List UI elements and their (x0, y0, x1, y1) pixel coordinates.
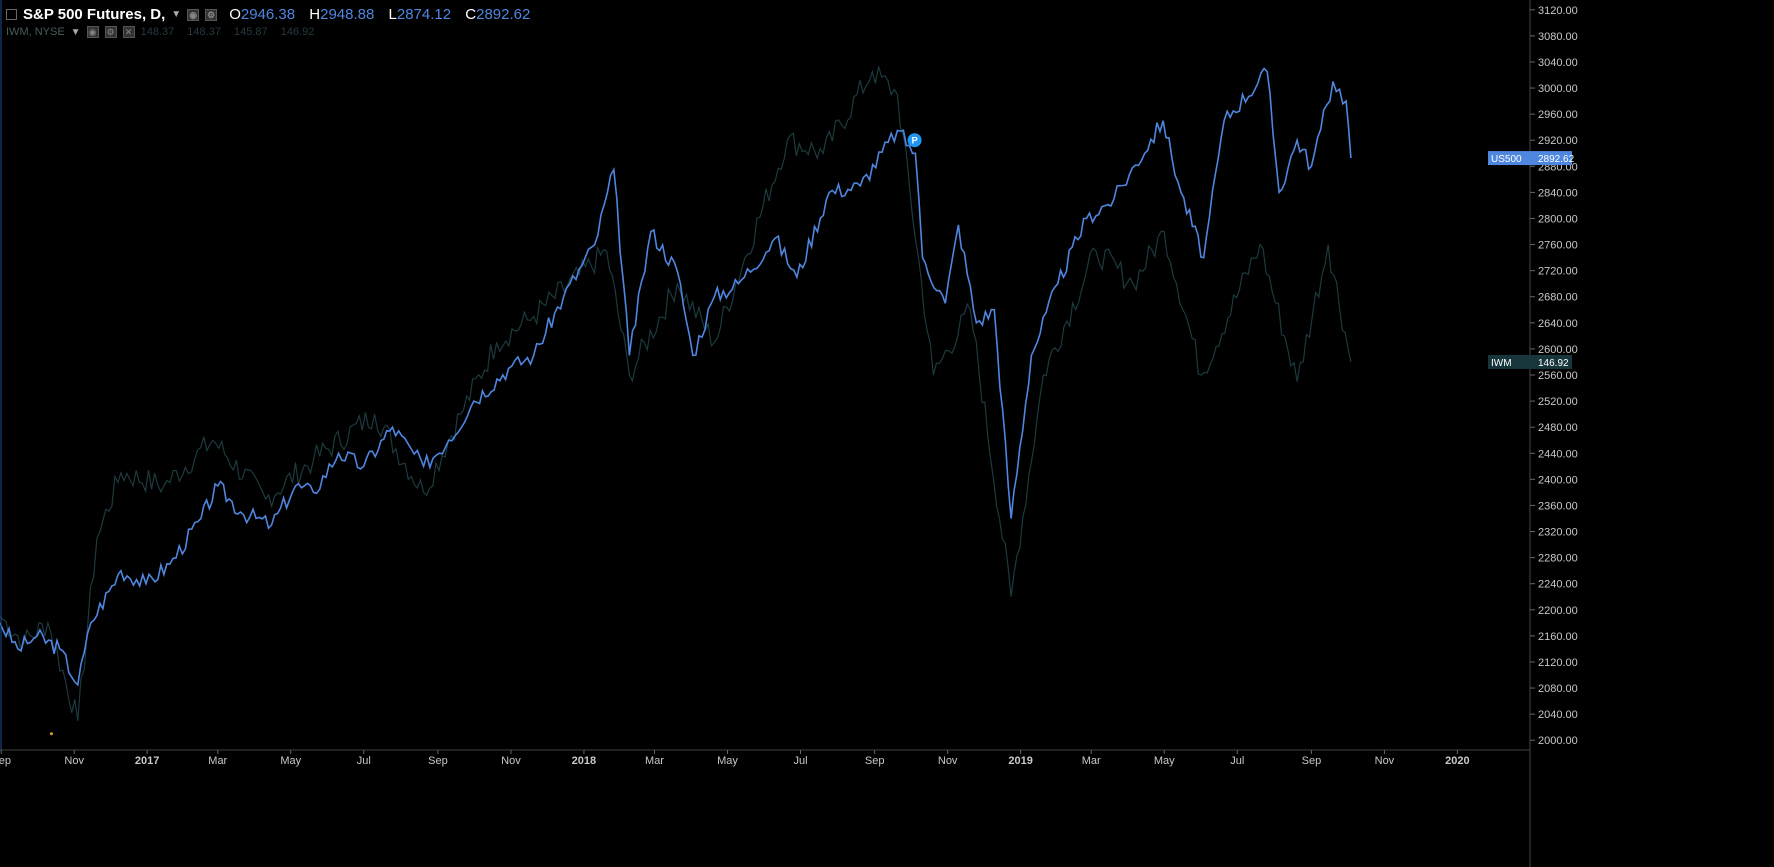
price-tick-label: 2720.00 (1538, 266, 1578, 278)
price-tick-label: 2480.00 (1538, 422, 1578, 434)
secondary-high: 148.37 (187, 26, 221, 38)
price-tick-label: 2160.00 (1538, 631, 1578, 643)
price-tag-iwm-name: IWM (1491, 358, 1512, 369)
price-tick-label: 2240.00 (1538, 579, 1578, 591)
price-tags: US500 2892.62 IWM 146.92 (1488, 151, 1575, 369)
open-label: O (229, 6, 241, 23)
eye-icon[interactable]: ◉ (187, 8, 200, 21)
time-tick-label: 2018 (572, 755, 596, 767)
secondary-close: 146.92 (280, 26, 315, 38)
time-tick-label: Nov (1375, 755, 1395, 767)
time-tick-label: Sep (0, 755, 11, 767)
event-marker-label[interactable]: P (912, 136, 918, 146)
price-tick-label: 3000.00 (1538, 83, 1578, 95)
secondary-low: 145.87 (234, 26, 268, 38)
time-tick-label: Sep (428, 755, 448, 767)
time-tick-label: Mar (1082, 755, 1101, 767)
time-tick-label: May (717, 755, 738, 767)
time-tick-label: Mar (208, 755, 227, 767)
time-tick-label: 2017 (135, 755, 159, 767)
price-tick-label: 2600.00 (1538, 344, 1578, 356)
price-tick-label: 2040.00 (1538, 709, 1578, 721)
time-tick-label: Nov (64, 755, 84, 767)
time-axis[interactable]: Sep Nov 2017 Mar May Jul Sep Nov 2018 Mar May Jul Se… (0, 0, 1530, 767)
time-tick-label: May (1154, 755, 1175, 767)
price-tick-label: 2120.00 (1538, 657, 1578, 669)
price-tick-label: 2920.00 (1538, 135, 1578, 147)
secondary-open: 148.37 (140, 26, 175, 38)
price-tick-label: 2200.00 (1538, 605, 1578, 617)
high-value: 2948.88 (320, 6, 375, 23)
eye-icon[interactable]: ◉ (86, 26, 99, 38)
main-series-legend: S&P 500 Futures, D, ▼ ◉ ⚙ O2946.38 H2948… (6, 6, 540, 23)
time-tick-label: 2020 (1445, 755, 1469, 767)
orange-dot (49, 732, 53, 736)
price-tick-label: 3040.00 (1538, 57, 1578, 69)
series-line-iwm (0, 66, 1352, 721)
price-tag-us500-box (1488, 151, 1572, 166)
time-tick-label: Sep (1302, 755, 1322, 767)
price-tick-label: 2680.00 (1538, 292, 1578, 304)
price-tag-iwm: IWM 146.92 (1488, 354, 1572, 369)
low-label: L (388, 6, 397, 23)
close-label: C (465, 6, 477, 23)
chart-legend: S&P 500 Futures, D, ▼ ◉ ⚙ O2946.38 H2948… (6, 6, 540, 38)
price-tick-label: 3120.00 (1538, 5, 1578, 17)
time-tick-label: Jul (357, 755, 371, 767)
price-tag-us500-value: 2892.62 (1538, 154, 1575, 165)
series-line-us500 (0, 67, 1352, 687)
price-tick-label: 2280.00 (1538, 553, 1578, 565)
collapse-toggle-icon[interactable] (6, 9, 17, 20)
price-axis[interactable]: 2000.00 2040.00 2080.00 2120.00 2160.00 2200.… (1529, 0, 1578, 867)
price-tick-label: 2640.00 (1538, 318, 1578, 330)
series-layer: P (0, 66, 1352, 736)
price-tick-label: 2360.00 (1538, 500, 1578, 512)
price-tick-label: 3080.00 (1538, 31, 1578, 43)
price-tick-label: 2560.00 (1538, 370, 1578, 382)
price-tick-label: 2000.00 (1538, 735, 1578, 747)
close-icon[interactable]: ✕ (122, 26, 135, 38)
price-tick-label: 2400.00 (1538, 474, 1578, 486)
event-marker[interactable] (907, 133, 922, 148)
time-tick-label: Nov (938, 755, 958, 767)
price-tick-label: 2440.00 (1538, 448, 1578, 460)
price-tick-label: 2320.00 (1538, 527, 1578, 539)
chevron-down-icon[interactable]: ▼ (70, 26, 81, 38)
time-tick-label: Sep (865, 755, 885, 767)
price-tag-iwm-value: 146.92 (1538, 358, 1569, 369)
price-tick-label: 2080.00 (1538, 683, 1578, 695)
time-tick-label: 2019 (1008, 755, 1032, 767)
time-tick-label: Nov (501, 755, 521, 767)
low-value: 2874.12 (396, 6, 452, 23)
secondary-values: 148.37 148.37 145.87 146.92 (141, 26, 325, 38)
chevron-down-icon[interactable]: ▼ (171, 9, 182, 20)
price-tick-label: 2760.00 (1538, 240, 1578, 252)
price-tag-us500: US500 2892.62 (1488, 151, 1575, 166)
secondary-series-title[interactable]: IWM, NYSE (6, 26, 65, 38)
price-tag-us500-name: US500 (1491, 154, 1522, 165)
price-tag-iwm-box (1488, 354, 1572, 369)
price-tick-label: 2800.00 (1538, 213, 1578, 225)
open-value: 2946.38 (240, 6, 296, 23)
main-series-title[interactable]: S&P 500 Futures, D, (23, 6, 166, 23)
time-tick-label: May (280, 755, 301, 767)
gear-icon[interactable]: ⚙ (104, 26, 117, 38)
price-tick-label: 2960.00 (1538, 109, 1578, 121)
time-tick-label: Mar (645, 755, 664, 767)
secondary-series-legend: IWM, NYSE ▼ ◉ ⚙ ✕ 148.37 148.37 145.87 1… (6, 26, 540, 38)
price-tick-label: 2840.00 (1538, 187, 1578, 199)
price-tick-label: 2520.00 (1538, 396, 1578, 408)
gear-icon[interactable]: ⚙ (205, 8, 218, 21)
time-tick-label: Jul (1230, 755, 1244, 767)
high-label: H (309, 6, 321, 23)
ohlc-values: O2946.38 H2948.88 L2874.12 C2892.62 (229, 6, 540, 23)
close-value: 2892.62 (476, 6, 531, 23)
time-tick-label: Jul (793, 755, 807, 767)
